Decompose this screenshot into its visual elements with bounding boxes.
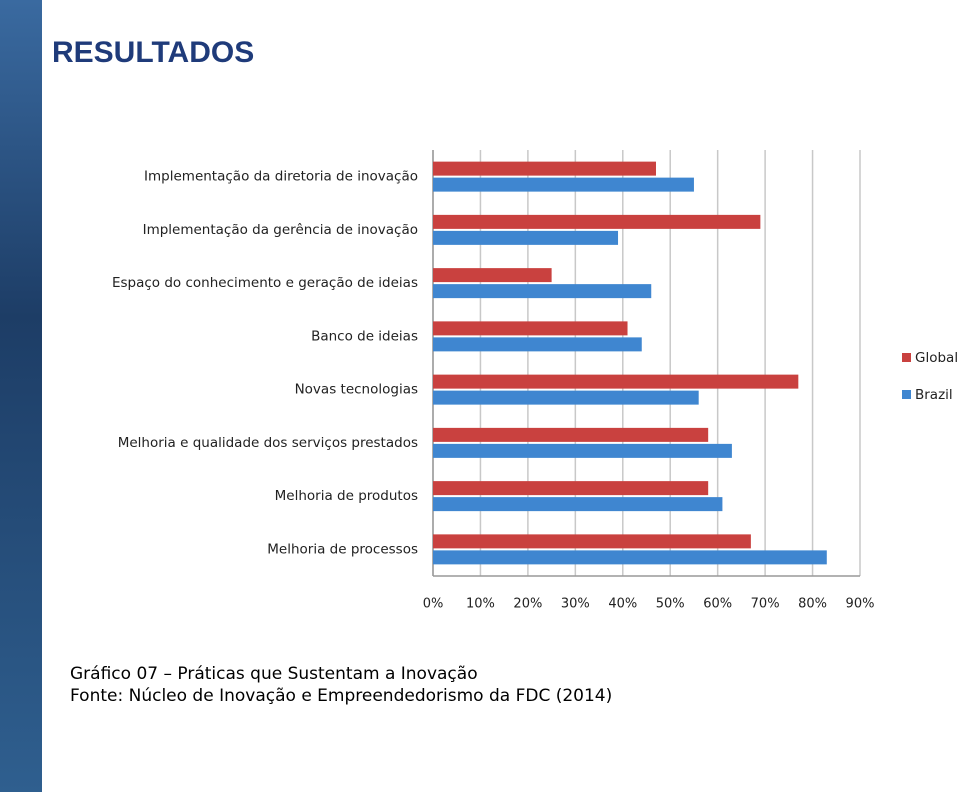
bar: [433, 337, 642, 352]
bar: [433, 534, 751, 549]
slide-title: RESULTADOS: [52, 36, 254, 69]
x-tick-label: 10%: [466, 597, 495, 612]
bar: [433, 427, 709, 442]
bar: [433, 214, 761, 229]
y-tick-label: Melhoria de processos: [267, 541, 418, 557]
legend-swatch: [902, 390, 911, 399]
bar: [433, 481, 709, 496]
bar: [433, 550, 827, 565]
bar: [433, 497, 723, 512]
y-tick-label: Novas tecnologias: [295, 382, 418, 398]
x-tick-label: 80%: [798, 597, 827, 612]
bar: [433, 177, 694, 192]
bar: [433, 390, 699, 405]
x-tick-label: 70%: [751, 597, 780, 612]
y-tick-label: Implementação da gerência de inovação: [143, 222, 418, 238]
y-tick-label: Implementação da diretoria de inovação: [144, 169, 418, 185]
x-tick-label: 30%: [561, 597, 590, 612]
legend-swatch: [902, 353, 911, 362]
bar: [433, 284, 652, 299]
bar: [433, 374, 799, 389]
x-tick-label: 20%: [513, 597, 542, 612]
y-tick-label: Melhoria e qualidade dos serviços presta…: [118, 435, 418, 451]
bar: [433, 268, 552, 283]
y-tick-label: Melhoria de produtos: [275, 488, 418, 504]
decorative-strip: [0, 0, 42, 792]
y-tick-label: Espaço do conhecimento e geração de idei…: [112, 275, 418, 291]
legend-label: Global: [915, 350, 958, 366]
legend-label: Brazil: [915, 387, 953, 403]
bar: [433, 321, 628, 336]
bar: [433, 443, 732, 458]
x-tick-label: 50%: [656, 597, 685, 612]
x-tick-label: 60%: [703, 597, 732, 612]
x-tick-label: 0%: [423, 597, 444, 612]
caption: Gráfico 07 – Práticas que Sustentam a In…: [70, 664, 478, 684]
y-tick-label: Banco de ideias: [311, 328, 418, 344]
caption: Fonte: Núcleo de Inovação e Empreendedor…: [70, 686, 612, 706]
bar: [433, 161, 656, 176]
bar: [433, 230, 619, 245]
x-tick-label: 90%: [846, 597, 875, 612]
x-tick-label: 40%: [608, 597, 637, 612]
